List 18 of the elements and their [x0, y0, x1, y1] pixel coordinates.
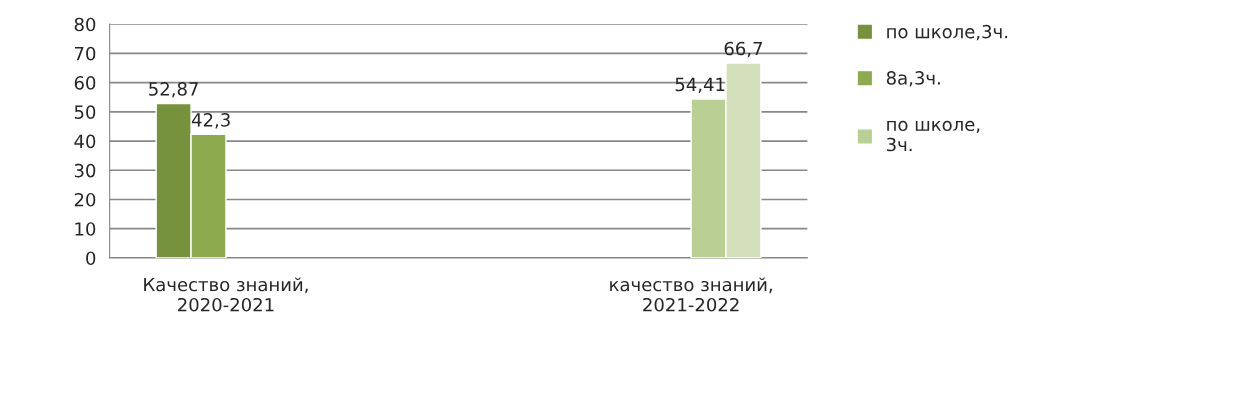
y-tick-label: 10: [75, 222, 96, 236]
y-tick-label: 0: [86, 251, 96, 266]
legend-label: по школе,3ч.: [887, 24, 1008, 41]
x-tick-label: Качество знаний, 2020-2021: [144, 277, 308, 312]
data-label: 52,87: [149, 82, 198, 98]
y-tick-label: 70: [74, 46, 96, 61]
y-tick-label: 20: [74, 192, 96, 207]
y-tick-label: 60: [74, 76, 96, 90]
y-tick-label: 30: [74, 163, 96, 178]
legend-label: по школе, 3ч.: [887, 120, 980, 152]
x-tick-label: качество знаний, 2021-2022: [610, 277, 772, 312]
y-tick-label: 40: [74, 134, 96, 149]
y-tick-label: 80: [74, 17, 96, 32]
data-label: 42,3: [191, 113, 230, 129]
data-label: 54,41: [675, 77, 725, 94]
y-tick-label: 50: [74, 105, 96, 119]
data-label: 66,7: [724, 41, 762, 58]
legend-label: 8а,3ч.: [886, 71, 940, 87]
